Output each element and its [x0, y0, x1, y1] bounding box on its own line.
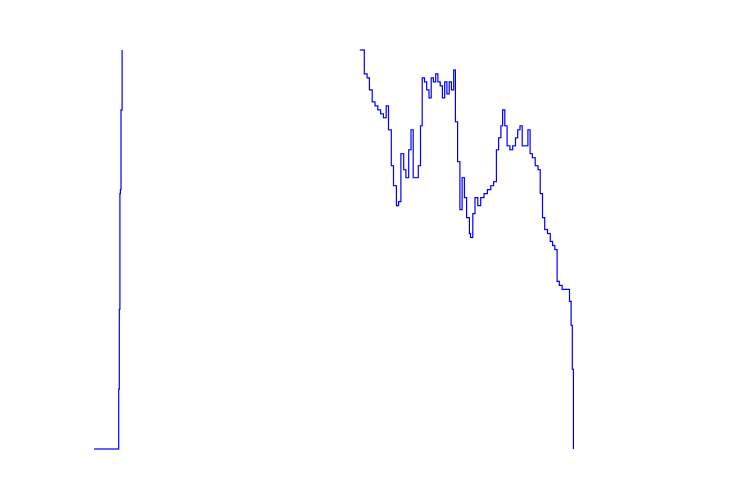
series-layer — [94, 49, 574, 450]
series-line-segment-1 — [94, 50, 123, 450]
series-line-segment-2 — [359, 49, 574, 449]
